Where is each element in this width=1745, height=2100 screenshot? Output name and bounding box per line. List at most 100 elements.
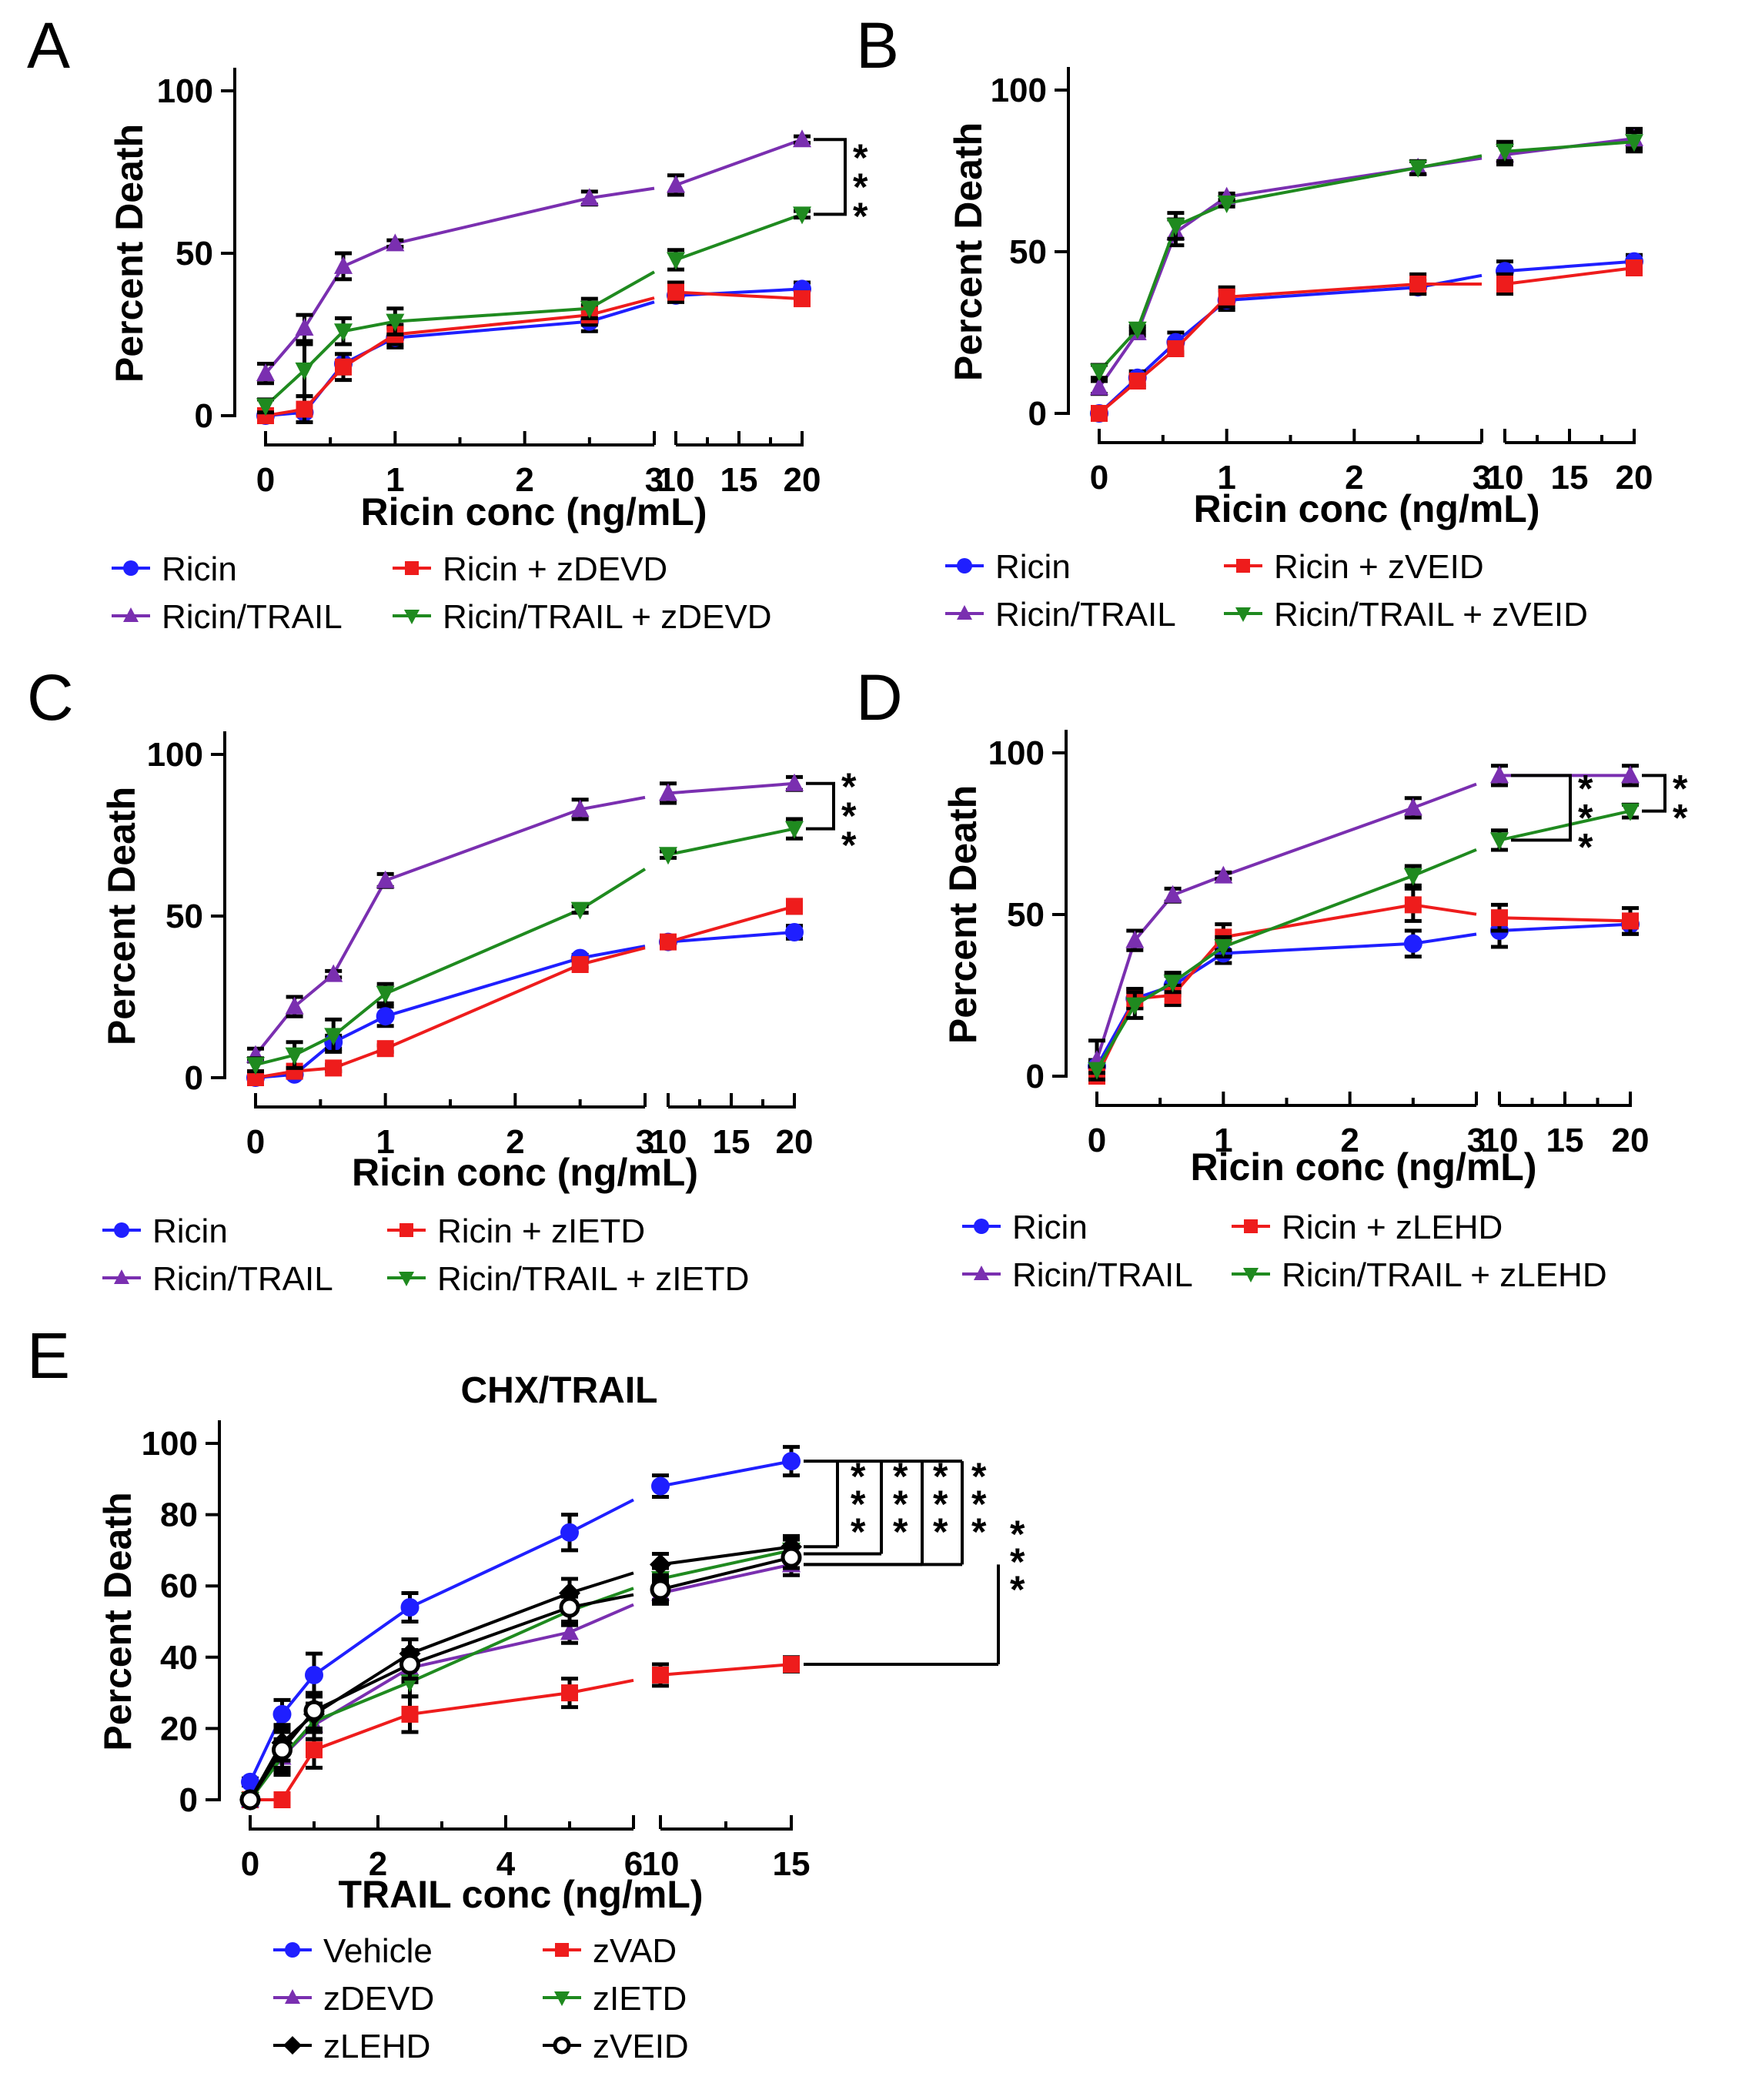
significance-star: *	[1673, 797, 1688, 840]
data-point	[560, 1523, 579, 1542]
series-line	[254, 795, 646, 1056]
data-point	[580, 300, 599, 319]
data-point	[1167, 340, 1185, 357]
data-point	[652, 1666, 669, 1684]
data-point	[559, 1597, 580, 1618]
data-point	[659, 847, 677, 865]
y-tick-label: 50	[176, 235, 213, 273]
x-tick-label: 0	[1088, 1122, 1106, 1159]
axes	[1055, 67, 1636, 444]
y-tick-label: 100	[988, 734, 1045, 772]
y-tick-label: 0	[185, 1059, 203, 1097]
data-point	[785, 923, 804, 941]
series-line	[667, 781, 795, 795]
x-tick-label: 6	[624, 1845, 643, 1883]
x-tick-label: 2	[1345, 459, 1363, 497]
panel-a: A 0 50 100 0 1 2 310 15 20 Ricin conc (ng/mL) Perce…	[27, 9, 868, 636]
bracket-line	[814, 138, 847, 216]
data-point	[256, 363, 275, 382]
significance-star: *	[893, 1510, 908, 1553]
legend-marker	[553, 2036, 571, 2055]
y-tick-label: 80	[160, 1496, 198, 1534]
legend-label: Ricin + zVEID	[1274, 548, 1484, 586]
x-tick-label: 2	[515, 461, 533, 499]
significance-star: *	[971, 1455, 987, 1498]
significance-star: *	[1578, 767, 1593, 810]
significance-star: *	[933, 1510, 948, 1553]
data-point	[570, 799, 590, 818]
data-point	[570, 901, 590, 920]
data-point	[306, 1741, 323, 1759]
series-line	[249, 1587, 634, 1801]
series-zvad	[242, 1655, 800, 1808]
series-line	[1499, 809, 1631, 842]
series-line	[1504, 266, 1635, 286]
legend-marker	[1244, 1219, 1258, 1233]
legend-marker	[974, 1266, 989, 1280]
data-point	[1403, 934, 1422, 953]
x-tick-label: 3	[1467, 1122, 1486, 1159]
x-tick-label: 20	[1616, 459, 1653, 497]
series-line	[1098, 283, 1482, 415]
legend-label: Ricin/TRAIL	[152, 1260, 333, 1298]
x-tick-label: 1	[386, 461, 404, 499]
data-point	[1491, 909, 1508, 927]
legend-item-ricin-trail-zietd: Ricin/TRAIL + zIETD	[387, 1260, 749, 1298]
data-point	[1490, 765, 1509, 784]
data-point	[335, 358, 352, 376]
x-tick-label: 15	[720, 461, 758, 499]
data-point	[1214, 865, 1233, 884]
data-point	[295, 318, 314, 336]
series-line	[1504, 140, 1635, 153]
data-point	[1090, 363, 1108, 382]
data-point	[785, 821, 804, 839]
x-tick-label: 2	[369, 1845, 387, 1883]
bracket-line	[1642, 774, 1666, 813]
significance-bracket	[804, 1460, 1000, 1667]
legend-marker	[957, 558, 972, 573]
axes	[221, 68, 804, 446]
series-ricin-trail	[1088, 764, 1640, 1082]
data-point	[1091, 405, 1108, 422]
data-point	[659, 783, 677, 801]
x-tick-label: 2	[506, 1123, 524, 1161]
y-axis-label: Percent Death	[947, 122, 990, 381]
significance-star: *	[933, 1455, 948, 1498]
series-line	[1095, 932, 1477, 1068]
data-point	[324, 964, 343, 982]
series-zdevd	[241, 1552, 801, 1807]
x-tick-label: 0	[246, 1123, 265, 1161]
data-point	[1163, 975, 1182, 993]
significance-bracket	[814, 138, 847, 216]
x-tick-label: 10	[1486, 459, 1524, 497]
legend-label: Ricin	[152, 1212, 228, 1250]
legend-item-ricin: Ricin	[102, 1212, 228, 1250]
data-point	[1626, 259, 1643, 276]
data-point	[650, 1579, 671, 1600]
legend-item-vehicle: Vehicle	[273, 1932, 433, 1970]
data-point	[247, 1069, 264, 1086]
data-point	[376, 870, 395, 888]
panel-d: D 0 50 100 0 1 2 310 15 20 Ricin conc (ng/mL) Perce…	[856, 661, 1688, 1294]
significance-star: *	[893, 1483, 908, 1526]
significance-star: *	[893, 1455, 908, 1498]
data-point	[1409, 276, 1427, 293]
legend-label: Ricin/TRAIL + zLEHD	[1282, 1256, 1607, 1294]
legend: Vehicle zVAD zDEVD zIETD zLEHD zVEID	[273, 1932, 689, 2065]
y-tick-label: 0	[1028, 395, 1047, 433]
axes	[206, 1420, 793, 1831]
panel-c: C 0 50 100 0 1 2 310 15 20 Ricin conc (ng/mL) Perce…	[27, 661, 857, 1298]
y-tick-label: 50	[1007, 896, 1045, 934]
legend-marker	[283, 2036, 302, 2055]
data-point	[303, 1700, 325, 1721]
data-point	[1088, 1062, 1106, 1080]
series-line	[264, 186, 655, 375]
data-point	[246, 1057, 265, 1075]
legend-item-ricin-trail-zveid: Ricin/TRAIL + zVEID	[1224, 596, 1588, 634]
x-tick-label: 15	[1551, 459, 1589, 497]
data-point	[1125, 997, 1145, 1015]
data-point	[1090, 377, 1108, 396]
legend-item-zveid: zVEID	[543, 2028, 689, 2065]
data-point	[561, 1684, 578, 1702]
